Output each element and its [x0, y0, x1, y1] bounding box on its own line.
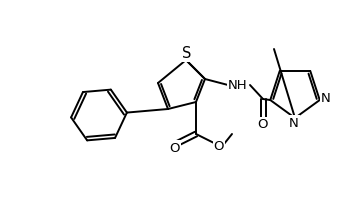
Text: O: O	[170, 141, 180, 154]
Text: S: S	[182, 46, 192, 60]
Text: NH: NH	[228, 78, 248, 91]
Text: O: O	[214, 139, 224, 152]
Text: N: N	[321, 92, 331, 105]
Text: O: O	[258, 119, 268, 132]
Text: N: N	[289, 116, 299, 129]
